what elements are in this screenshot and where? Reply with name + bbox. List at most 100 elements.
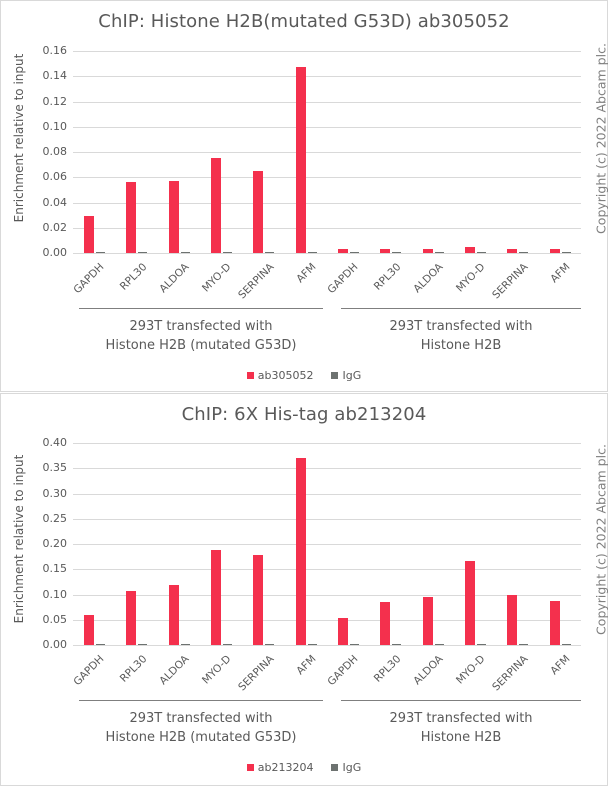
y-tick-label: 0.02 — [42, 220, 68, 234]
gridline — [73, 569, 581, 571]
bar-igg — [392, 251, 402, 253]
y-axis-label: Enrichment relative to input — [12, 454, 26, 624]
gridline — [73, 443, 581, 444]
group-label-line: Histone H2B (mutated G53D) — [105, 730, 297, 745]
y-tick-label: 0.15 — [42, 562, 68, 576]
y-tick-label: 0.08 — [42, 145, 68, 158]
bar-igg — [519, 251, 529, 253]
legend: ab213204 IgG — [1, 761, 607, 774]
copyright-notice: Copyright (c) 2022 Abcam plc. — [593, 43, 609, 234]
y-tick-label: 0.16 — [42, 44, 68, 57]
bar-primary — [549, 249, 560, 253]
legend-label: IgG — [342, 761, 362, 774]
chart-title: ChIP: Histone H2B(mutated G53D) ab305052 — [98, 11, 510, 32]
group-divider — [79, 700, 323, 701]
group-label-line: Histone H2B — [420, 730, 502, 745]
bar-primary — [465, 246, 475, 253]
legend-item-igg: IgG — [331, 761, 361, 774]
legend-label: IgG — [342, 369, 362, 382]
bar-primary — [126, 590, 137, 645]
gridline — [73, 177, 581, 179]
bar-primary — [168, 181, 179, 253]
gridline — [73, 493, 581, 495]
y-tick-label: 0.06 — [42, 170, 68, 184]
bar-primary — [338, 617, 348, 645]
gridline — [73, 152, 581, 153]
bar-primary — [422, 597, 433, 645]
legend-item-primary: ab213204 — [246, 761, 314, 774]
chart-panel-histone-h2b: ChIP: Histone H2B(mutated G53D) ab305052… — [0, 0, 609, 392]
group-label-line: 293T transfected with — [129, 319, 273, 334]
legend-swatch-icon — [331, 372, 339, 379]
y-tick-label: 0.00 — [42, 638, 68, 651]
legend-label: ab305052 — [257, 369, 314, 382]
bar-igg — [434, 643, 444, 645]
gridline — [73, 202, 581, 204]
group-label-line: Histone H2B (mutated G53D) — [105, 338, 297, 353]
gridline — [73, 544, 581, 545]
bar-igg — [180, 251, 190, 253]
bar-igg — [180, 643, 190, 645]
group-label-line: 293T transfected with — [129, 711, 273, 726]
gridline — [73, 468, 581, 470]
group-divider — [341, 308, 581, 309]
gridline — [73, 645, 581, 646]
y-tick-label: 0.10 — [42, 587, 68, 601]
bar-igg — [350, 643, 359, 645]
group-label-mutated: 293T transfected with Histone H2B (mutat… — [81, 709, 321, 747]
y-tick-label: 0.04 — [42, 195, 68, 209]
bar-igg — [138, 251, 148, 253]
y-tick-label: 0.12 — [42, 94, 68, 108]
group-divider — [79, 308, 323, 309]
legend-label: ab213204 — [257, 761, 314, 774]
bar-primary — [84, 216, 94, 253]
legend-swatch-icon — [331, 764, 339, 771]
legend-swatch-icon — [246, 764, 254, 771]
group-label-line: 293T transfected with — [389, 711, 533, 726]
bar-primary — [507, 249, 518, 253]
bar-primary — [549, 601, 560, 645]
y-axis-label: Enrichment relative to input — [12, 53, 26, 223]
legend-swatch-icon — [246, 372, 254, 379]
gridline — [73, 76, 581, 78]
bar-igg — [223, 251, 232, 253]
gridline — [73, 101, 581, 103]
bar-primary — [253, 170, 264, 253]
bar-igg — [350, 251, 359, 253]
plot-area: 0.00 0.02 0.04 0.06 0.08 0.10 0.12 0.14 0.16 GAPD… — [43, 44, 581, 301]
bar-igg — [265, 643, 275, 645]
bar-igg — [138, 643, 148, 645]
bar-igg — [307, 251, 317, 253]
y-tick-label: 0.25 — [42, 511, 68, 525]
bar-igg — [519, 643, 529, 645]
bar-primary — [211, 549, 221, 645]
gridline — [73, 253, 581, 254]
gridline — [73, 126, 581, 128]
y-tick-label: 0.20 — [42, 537, 68, 550]
bar-primary — [84, 614, 94, 645]
gridline — [73, 518, 581, 520]
y-tick-label: 0.30 — [42, 486, 68, 500]
y-tick-label: 0.05 — [42, 612, 68, 626]
y-tick-label: 0.00 — [42, 246, 68, 259]
bar-primary — [126, 182, 137, 253]
gridline — [73, 594, 581, 596]
group-label-wildtype: 293T transfected with Histone H2B — [346, 709, 576, 747]
bar-igg — [477, 251, 486, 253]
bar-primary — [380, 249, 391, 253]
bar-primary — [338, 249, 348, 253]
bar-igg — [223, 643, 232, 645]
bar-igg — [434, 251, 444, 253]
bar-primary — [211, 158, 221, 253]
group-divider — [341, 700, 581, 701]
bar-primary — [295, 457, 306, 645]
y-tick-label: 0.14 — [42, 69, 68, 83]
chart-panel-his-tag: ChIP: 6X His-tag ab213204 Enrichment rel… — [0, 393, 609, 786]
legend-item-igg: IgG — [331, 369, 361, 382]
bar-primary — [253, 554, 264, 645]
y-tick-label: 0.35 — [42, 461, 68, 475]
gridline — [73, 227, 581, 229]
bar-igg — [307, 643, 317, 645]
bar-igg — [561, 643, 571, 645]
bar-igg — [561, 251, 571, 253]
